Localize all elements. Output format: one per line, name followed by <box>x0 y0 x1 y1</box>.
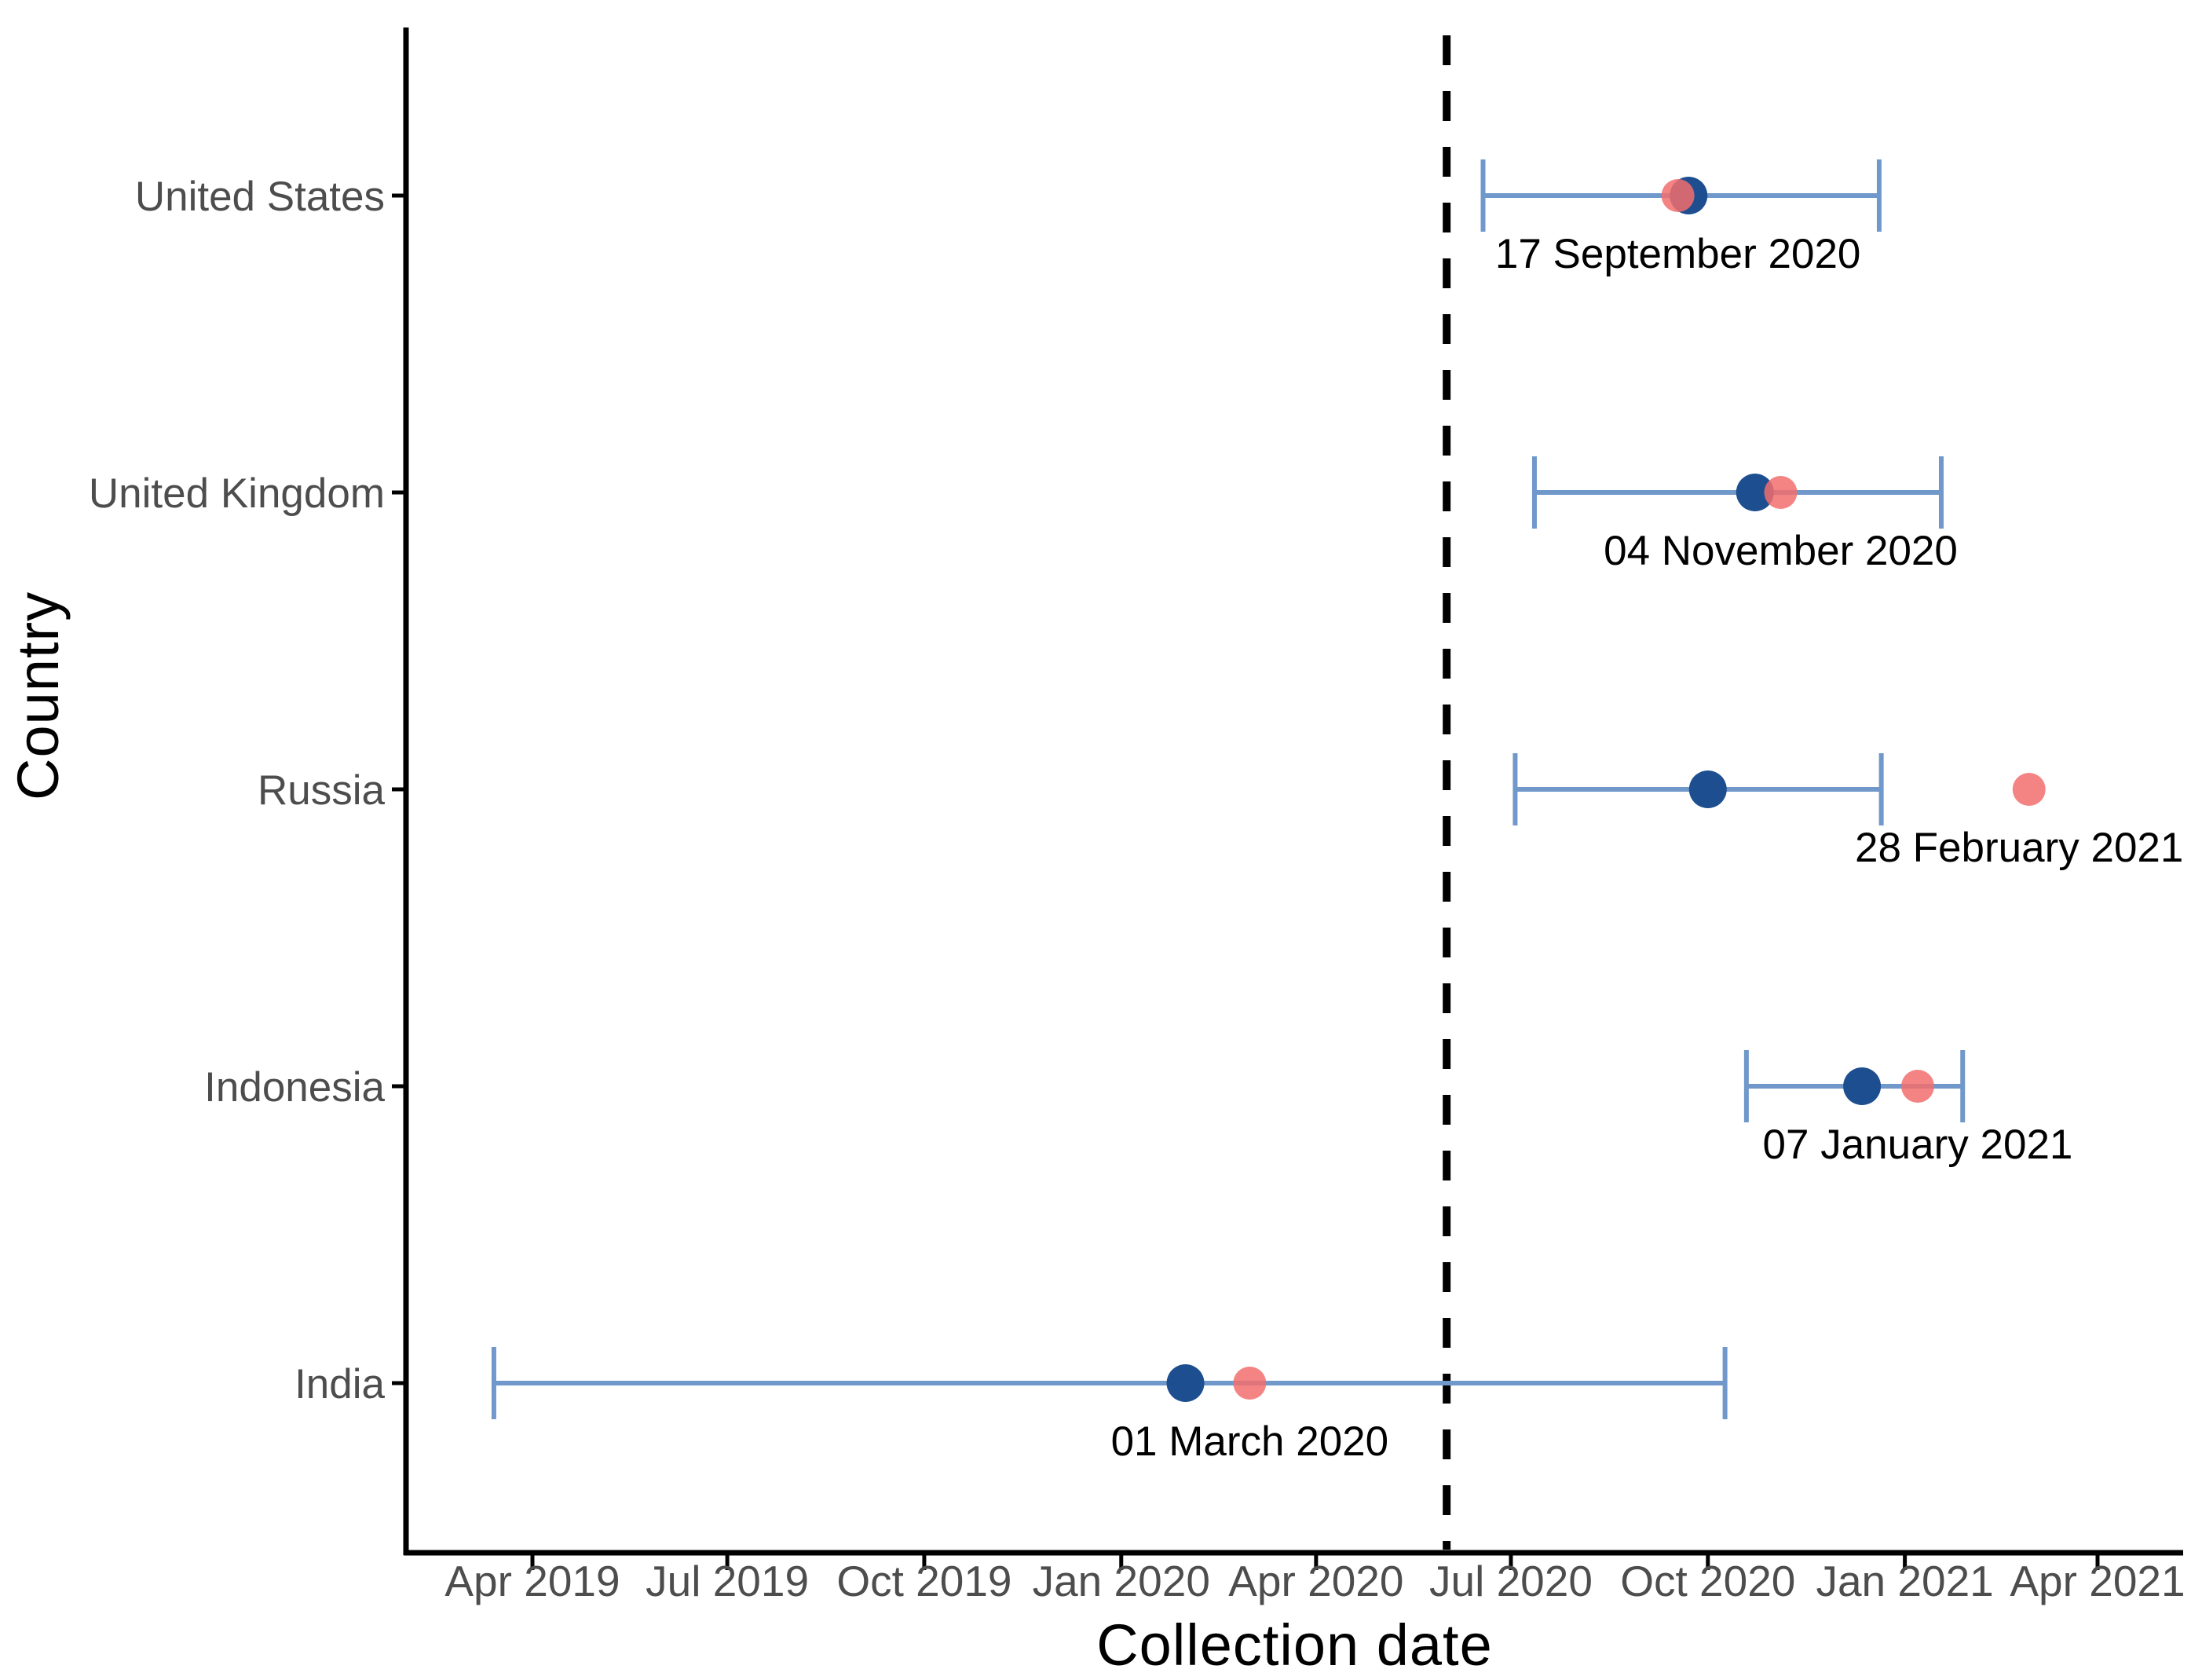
y-category-label: United States <box>135 174 385 220</box>
y-category-label: United Kingdom <box>89 470 385 517</box>
estimate-point <box>1166 1364 1205 1402</box>
x-tick-label: Jan 2020 <box>1033 1557 1210 1605</box>
date-annotation: 17 September 2020 <box>1495 231 1861 277</box>
collection-date-point <box>2012 773 2046 806</box>
date-annotation: 01 March 2020 <box>1111 1418 1389 1465</box>
x-tick-label: Oct 2019 <box>836 1557 1011 1605</box>
estimate-point <box>1843 1067 1882 1105</box>
x-tick-label: Apr 2020 <box>1228 1557 1403 1605</box>
x-axis-title: Collection date <box>1096 1612 1493 1678</box>
collection-date-point <box>1764 476 1798 509</box>
date-annotation: 28 February 2021 <box>1855 825 2183 871</box>
x-tick-label: Oct 2020 <box>1620 1557 1795 1605</box>
estimate-point <box>1736 474 1774 511</box>
collection-date-point <box>1661 179 1695 212</box>
collection-date-point <box>1233 1367 1267 1400</box>
x-tick-label: Jul 2020 <box>1429 1557 1593 1605</box>
y-axis-title-text: Country <box>5 591 71 800</box>
y-category-label: Russia <box>258 767 386 814</box>
x-tick-label: Jul 2019 <box>646 1557 809 1605</box>
date-annotation: 04 November 2020 <box>1604 528 1958 574</box>
x-tick-label: Jan 2021 <box>1816 1557 1993 1605</box>
date-annotation: 07 January 2021 <box>1763 1122 2073 1168</box>
collection-date-point <box>1900 1070 1934 1103</box>
y-category-label: Indonesia <box>204 1064 385 1111</box>
estimate-point <box>1688 770 1727 808</box>
x-tick-label: Apr 2019 <box>444 1557 620 1605</box>
x-tick-label: Apr 2021 <box>2010 1557 2185 1605</box>
y-category-label: India <box>294 1361 385 1407</box>
